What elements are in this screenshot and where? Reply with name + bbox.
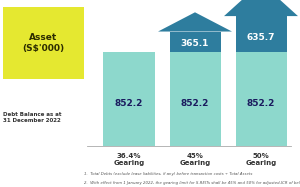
Text: 852.2: 852.2 — [247, 99, 275, 108]
Text: Debt Balance as at
31 December 2022: Debt Balance as at 31 December 2022 — [3, 112, 61, 123]
Text: 1.  Total Debts (exclude lease liabilities, if any) before transaction costs ÷ T: 1. Total Debts (exclude lease liabilitie… — [84, 172, 252, 176]
Text: 635.7: 635.7 — [247, 33, 275, 42]
Text: Asset
(S$'000): Asset (S$'000) — [22, 33, 64, 53]
Text: 852.2: 852.2 — [115, 99, 143, 108]
Text: 365.1: 365.1 — [181, 39, 209, 48]
Text: 2.  With effect from 1 January 2022, the gearing limit for S-REITs shall be 45% : 2. With effect from 1 January 2022, the … — [84, 181, 300, 185]
Text: 852.2: 852.2 — [181, 99, 209, 108]
Text: 36.4%
Gearing: 36.4% Gearing — [113, 153, 145, 166]
Text: 45%
Gearing: 45% Gearing — [179, 153, 211, 166]
Text: 50%
Gearing: 50% Gearing — [245, 153, 277, 166]
